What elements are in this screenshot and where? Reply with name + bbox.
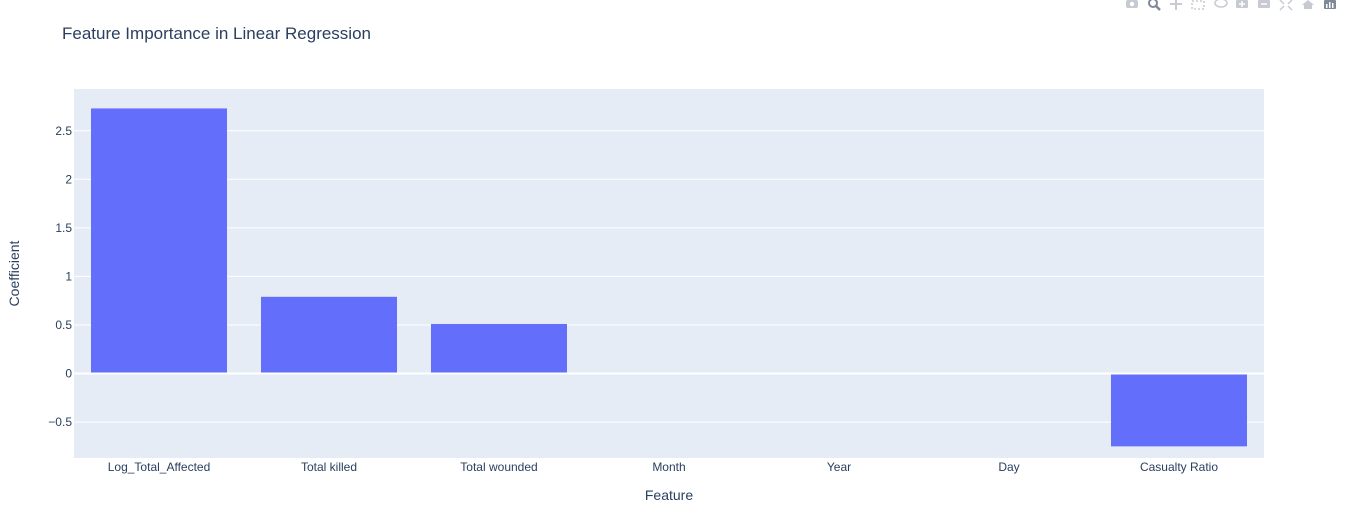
x-tick-label: Total wounded (460, 460, 537, 474)
x-tick-label: Total killed (301, 460, 357, 474)
zoom-out-icon[interactable] (1256, 0, 1272, 10)
modebar (1124, 0, 1338, 12)
bars (91, 108, 1247, 447)
bar-casualty-ratio[interactable] (1111, 373, 1247, 447)
lasso-select-icon[interactable] (1212, 0, 1228, 10)
pan-icon[interactable] (1168, 0, 1184, 10)
reset-axes-icon[interactable] (1300, 0, 1316, 10)
y-axis-title: Coefficient (6, 240, 22, 306)
camera-icon[interactable] (1124, 0, 1140, 10)
y-tick-label: 0 (65, 367, 72, 381)
x-tick-label: Log_Total_Affected (108, 460, 211, 474)
zoom-icon[interactable] (1146, 0, 1162, 11)
y-tick-label: 2 (65, 172, 72, 186)
x-tick-label: Year (827, 460, 851, 474)
y-tick-label: −0.5 (48, 415, 72, 429)
plot-area[interactable] (74, 89, 1264, 458)
chart-title: Feature Importance in Linear Regression (62, 24, 371, 43)
y-tick-label: 2.5 (55, 124, 72, 138)
box-select-icon[interactable] (1190, 0, 1206, 10)
plotly-logo-icon[interactable] (1322, 0, 1338, 10)
x-axis-ticks: Log_Total_Affected Total killed Total woun… (108, 460, 1219, 474)
x-axis-title: Feature (645, 487, 693, 503)
bar-total-wounded[interactable] (431, 323, 567, 374)
y-tick-label: 1.5 (55, 221, 72, 235)
autoscale-icon[interactable] (1278, 0, 1294, 11)
x-tick-label: Day (998, 460, 1019, 474)
y-axis-ticks: −0.5 0 0.5 1 1.5 2 2.5 (48, 124, 72, 429)
y-tick-label: 0.5 (55, 318, 72, 332)
x-tick-label: Month (652, 460, 685, 474)
bar-total-killed[interactable] (261, 296, 397, 374)
zoom-in-icon[interactable] (1234, 0, 1250, 10)
bar-log-total-affected[interactable] (91, 108, 227, 374)
y-tick-label: 1 (65, 269, 72, 283)
x-tick-label: Casualty Ratio (1140, 460, 1218, 474)
